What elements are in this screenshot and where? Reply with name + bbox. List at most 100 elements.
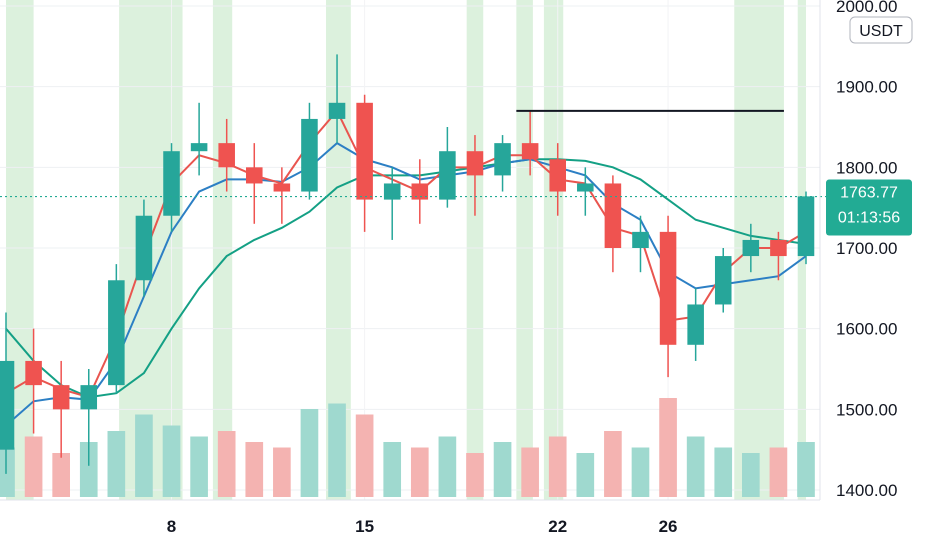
candle-body [494, 143, 511, 176]
candle-body [411, 183, 429, 200]
candle [163, 143, 180, 232]
highlight-bands [6, 0, 806, 500]
highlight-band-6 [543, 0, 564, 500]
candle [52, 360, 70, 458]
time-axis[interactable]: 8 15 22 26 [167, 517, 678, 536]
volume-bar [742, 453, 760, 497]
candle-body [108, 280, 125, 386]
candle-body [328, 102, 346, 119]
candle-body [218, 143, 235, 168]
y-tick-label: 1700.00 [836, 239, 897, 258]
volume-bar [438, 436, 457, 497]
candle-body [632, 231, 649, 248]
y-tick-label: 1500.00 [836, 400, 897, 419]
candle [742, 223, 760, 273]
highlight-band-5 [516, 0, 533, 500]
candle [218, 118, 235, 192]
candle-body [246, 167, 263, 184]
volume-bar [410, 447, 429, 497]
candle-body [383, 183, 401, 200]
volume-bar [548, 436, 567, 497]
candle-body [52, 385, 70, 410]
candle [439, 127, 456, 208]
candle-body [659, 231, 677, 345]
candle [577, 167, 594, 216]
candle [714, 248, 732, 313]
price-axis[interactable]: 1400.00 1500.00 1600.00 1700.00 1800.00 1900.… [836, 0, 897, 500]
candle [0, 312, 15, 474]
candle-body [770, 239, 787, 257]
volume-bar [576, 453, 595, 497]
volume-bar [245, 442, 264, 497]
candle [521, 110, 539, 176]
candle-body [273, 183, 291, 192]
candle [687, 288, 704, 361]
candle-body [163, 151, 180, 216]
volume-bar [769, 447, 788, 497]
ema-slow-line [5, 158, 807, 399]
candle [328, 54, 346, 144]
candlesticks [0, 54, 815, 474]
volume-bar [328, 403, 346, 497]
candle [25, 328, 42, 434]
candle [466, 135, 484, 216]
candle-body [604, 183, 622, 248]
candle-body [0, 360, 15, 450]
highlight-band-4 [466, 0, 484, 500]
candle-body [439, 151, 456, 200]
candle [80, 369, 98, 466]
candle-body [356, 102, 373, 200]
x-tick-label: 15 [355, 517, 374, 536]
candle [246, 143, 263, 224]
y-tick-label: 1400.00 [836, 481, 897, 500]
volume-bar [135, 414, 153, 497]
volume-bar [217, 431, 236, 497]
volume-bar [24, 436, 43, 497]
candle [383, 167, 401, 240]
candle-body [549, 159, 566, 192]
volume-bar [107, 431, 126, 497]
volume-bar [190, 436, 208, 497]
volume-bar [466, 453, 484, 497]
volume-bars [0, 398, 815, 497]
volume-bar [686, 436, 705, 497]
candle [190, 102, 208, 176]
candle [135, 199, 153, 297]
candle [273, 167, 291, 224]
candle-body [687, 304, 704, 345]
candle-body [301, 118, 318, 192]
volume-bar [631, 447, 650, 497]
volume-bar [493, 442, 512, 497]
volume-bar [604, 431, 622, 497]
candle-body [797, 196, 815, 257]
volume-bar [300, 409, 319, 497]
candle-body [577, 183, 594, 192]
candle [494, 135, 511, 192]
candle-body [25, 360, 42, 386]
volume-bar [273, 447, 291, 497]
candle-body [742, 239, 760, 257]
candle [549, 143, 566, 216]
y-tick-label: 1900.00 [836, 78, 897, 97]
y-tick-label: 1600.00 [836, 320, 897, 339]
y-tick-label: 2000.00 [836, 0, 897, 16]
candle [770, 231, 787, 281]
current-price-badge: 1763.77 01:13:56 [826, 179, 912, 236]
volume-bar [0, 447, 15, 497]
candle [797, 191, 815, 265]
volume-bar [52, 453, 70, 497]
currency-badge[interactable]: USDT [849, 16, 913, 44]
volume-bar [79, 442, 98, 497]
x-tick-label: 22 [548, 517, 567, 536]
highlight-band-2 [212, 0, 233, 500]
volume-bar [797, 442, 815, 497]
y-tick-label: 1800.00 [836, 158, 897, 177]
volume-bar [162, 425, 181, 497]
candle-body [521, 143, 539, 160]
volume-bar [659, 398, 677, 497]
candle [659, 215, 677, 378]
volume-bar [521, 447, 539, 497]
candle [108, 264, 125, 394]
candle [632, 215, 649, 273]
